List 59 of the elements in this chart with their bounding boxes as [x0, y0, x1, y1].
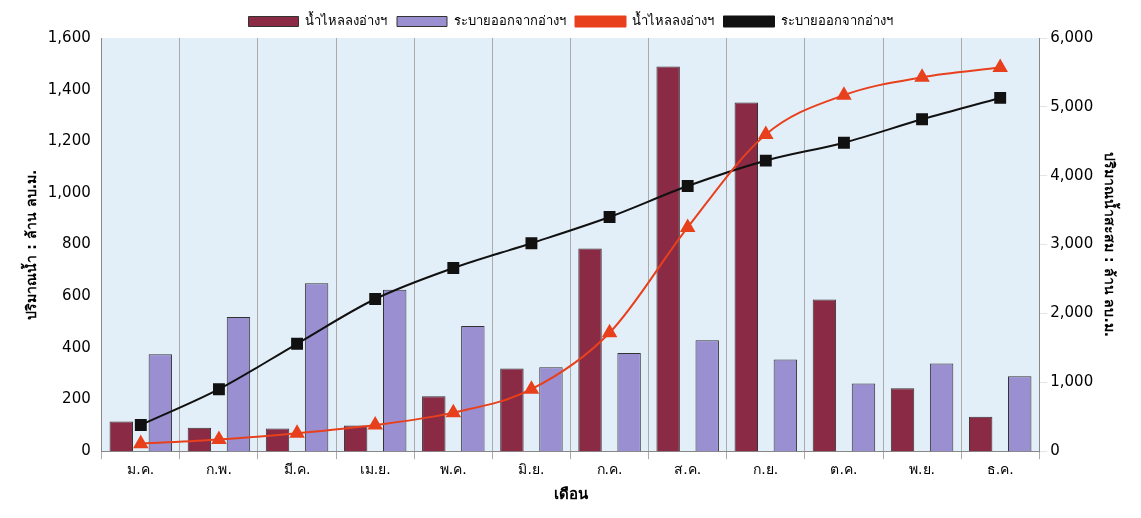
point: [758, 126, 773, 139]
x-tick-label: ต.ค.: [830, 461, 858, 478]
point: [680, 219, 695, 232]
y2-tick-label: 4,000: [1050, 165, 1094, 184]
y2-tick-label: 2,000: [1050, 303, 1094, 322]
point: [212, 383, 225, 396]
y-tick-label: 800: [62, 234, 91, 253]
y-tick-label: 400: [62, 337, 91, 356]
point: [211, 431, 226, 444]
x-tick-label: ส.ค.: [674, 461, 702, 478]
y-tick-label: 200: [62, 389, 91, 408]
point: [602, 324, 617, 338]
point: [993, 59, 1008, 73]
y-axis-title: ปริมาณน้ำ : ล้าน ลบ.ม.: [20, 169, 40, 320]
y2-tick-label: 0: [1050, 441, 1060, 460]
y-tick-label: 0: [81, 441, 91, 460]
point: [994, 91, 1007, 104]
x-tick-label: ก.ค.: [596, 461, 623, 478]
y-tick-label: 1,600: [47, 27, 91, 46]
x-tick-label: ม.ค.: [127, 461, 155, 478]
point: [369, 293, 382, 305]
point: [290, 425, 305, 438]
y-tick-label: 600: [62, 286, 91, 305]
x-tick-label: พ.ค.: [439, 461, 467, 478]
point: [837, 136, 850, 149]
y-tick-label: 1,000: [47, 182, 91, 201]
legend-label: ระบายออกจากอ่างฯ: [453, 12, 566, 28]
point: [447, 262, 460, 274]
point: [836, 87, 851, 100]
y2-axis-title: ปริมาณน้ำสะสม : ล้าน ลบ.ม.: [1101, 152, 1121, 338]
point: [525, 237, 538, 250]
x-tick-label: ธ.ค.: [986, 461, 1014, 478]
x-tick-label: ก.ย.: [753, 461, 779, 478]
point: [133, 435, 148, 449]
legend-label: ระบายออกจากอ่างฯ: [780, 12, 893, 28]
x-tick-label: ก.พ.: [205, 461, 232, 478]
y2-tick-label: 5,000: [1050, 96, 1094, 115]
legend-label: น้ำไหลลงอ่างฯ: [632, 10, 714, 28]
x-tick-label: มิ.ย.: [518, 461, 545, 478]
x-tick-label: มี.ค.: [283, 461, 311, 478]
x-tick-label: เม.ย.: [359, 461, 391, 478]
legend-label: น้ำไหลลงอ่างฯ: [305, 10, 387, 28]
point: [915, 69, 930, 82]
point: [524, 381, 539, 394]
point: [759, 154, 772, 167]
point: [916, 113, 929, 126]
point: [603, 211, 616, 223]
point: [681, 180, 694, 193]
y2-tick-label: 1,000: [1050, 372, 1094, 391]
point: [291, 337, 304, 350]
x-axis-title: เดือน: [553, 484, 589, 503]
y-tick-label: 1,200: [47, 131, 91, 150]
y-tick-label: 1,400: [47, 79, 91, 98]
x-tick-label: พ.ย.: [909, 461, 936, 478]
point: [134, 419, 147, 431]
y2-tick-label: 6,000: [1050, 27, 1094, 46]
point: [368, 417, 383, 430]
y2-tick-label: 3,000: [1050, 234, 1094, 253]
point: [446, 404, 461, 418]
